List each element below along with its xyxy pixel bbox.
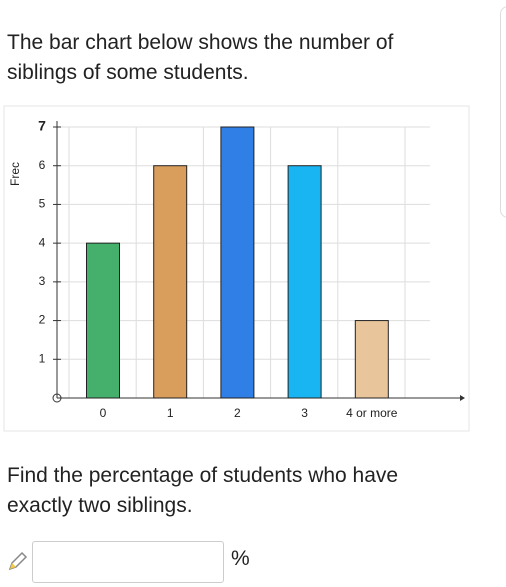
bar xyxy=(86,242,120,399)
bar xyxy=(153,165,188,399)
y-tick-label: 7 xyxy=(38,118,46,134)
intro-line: siblings of some students. xyxy=(7,61,249,84)
x-tick-label: 4 or more xyxy=(346,406,398,420)
y-tick-label: 2 xyxy=(39,313,46,327)
bar xyxy=(287,165,322,399)
origin xyxy=(52,393,62,403)
x-axis-arrow xyxy=(460,395,465,401)
side-panel xyxy=(500,6,506,218)
y-tick-label: 5 xyxy=(39,197,46,211)
y-tick-label: 1 xyxy=(39,351,46,365)
prompt-line: exactly two siblings. xyxy=(7,494,193,517)
y-tick-label: 4 xyxy=(39,235,46,249)
intro-line: The bar chart below shows the number of xyxy=(7,31,394,54)
x-tick-label: 1 xyxy=(167,406,174,420)
prompt-line: Find the percentage of students who have xyxy=(7,464,399,487)
answer-input[interactable] xyxy=(32,541,224,583)
bar xyxy=(220,126,255,399)
unit-label: % xyxy=(231,547,250,570)
x-tick-label: 0 xyxy=(100,406,107,420)
pencil-icon xyxy=(8,551,28,571)
y-tick-label: 6 xyxy=(39,158,46,172)
x-tick-label: 3 xyxy=(301,406,308,420)
chart: Frec 1 2 3 4 5 6 7 0 1 2 3 4 or more xyxy=(3,105,470,432)
intro-text: The bar chart below shows the number of … xyxy=(7,28,393,88)
prompt-text: Find the percentage of students who have… xyxy=(7,461,398,521)
y-tick-label: 3 xyxy=(39,274,46,288)
bar xyxy=(354,320,389,399)
y-axis-label: Frec xyxy=(8,162,22,186)
x-tick-label: 2 xyxy=(234,406,241,420)
